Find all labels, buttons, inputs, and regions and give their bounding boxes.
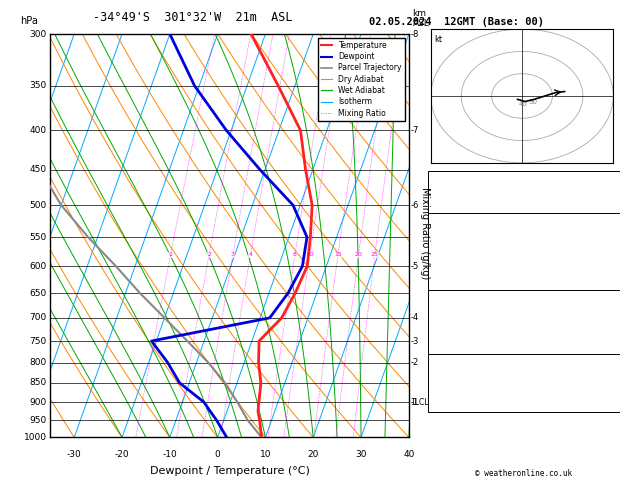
Text: 1: 1 bbox=[169, 252, 172, 258]
Text: 02.05.2024  12GMT (Base: 00): 02.05.2024 12GMT (Base: 00) bbox=[369, 17, 543, 27]
Text: -34°49'S  301°32'W  21m  ASL: -34°49'S 301°32'W 21m ASL bbox=[93, 11, 293, 24]
Text: -2: -2 bbox=[411, 358, 419, 367]
Text: K: K bbox=[437, 174, 443, 182]
Text: 17: 17 bbox=[599, 257, 610, 266]
Text: 0: 0 bbox=[604, 343, 610, 352]
Text: -7: -7 bbox=[411, 126, 419, 135]
Text: 31: 31 bbox=[599, 400, 610, 409]
Text: 300: 300 bbox=[30, 30, 47, 38]
Text: -1: -1 bbox=[411, 398, 419, 407]
Text: Mixing Ratio (g/kg): Mixing Ratio (g/kg) bbox=[420, 187, 430, 279]
Text: 30: 30 bbox=[355, 450, 367, 458]
Text: 700: 700 bbox=[30, 313, 47, 322]
Text: Temp (°C): Temp (°C) bbox=[437, 225, 486, 234]
Text: CAPE (J): CAPE (J) bbox=[437, 333, 481, 342]
Text: 0: 0 bbox=[604, 278, 610, 288]
Text: 950: 950 bbox=[30, 416, 47, 425]
Text: 3: 3 bbox=[231, 252, 235, 258]
Text: CAPE (J): CAPE (J) bbox=[437, 268, 481, 277]
Text: 0: 0 bbox=[604, 268, 610, 277]
Text: 900: 900 bbox=[30, 398, 47, 407]
Text: km
ASL: km ASL bbox=[413, 9, 430, 28]
Text: Surface: Surface bbox=[505, 216, 542, 225]
Text: 750: 750 bbox=[30, 336, 47, 346]
Text: 313°: 313° bbox=[589, 389, 610, 398]
Text: 20: 20 bbox=[355, 252, 362, 258]
Text: 450: 450 bbox=[30, 165, 47, 174]
Text: 2: 2 bbox=[207, 252, 211, 258]
Text: kt: kt bbox=[435, 35, 443, 44]
Text: 800: 800 bbox=[30, 358, 47, 367]
Text: -3: -3 bbox=[411, 336, 419, 346]
Text: 85: 85 bbox=[599, 378, 610, 386]
Text: Lifted Index: Lifted Index bbox=[437, 323, 502, 331]
Text: Hodograph: Hodograph bbox=[499, 357, 548, 365]
Text: CIN (J): CIN (J) bbox=[437, 278, 475, 288]
Text: -4: -4 bbox=[411, 313, 419, 322]
Text: θₑ (K): θₑ (K) bbox=[437, 312, 470, 321]
Text: -30: -30 bbox=[67, 450, 82, 458]
Text: 8: 8 bbox=[293, 252, 297, 258]
Text: 36: 36 bbox=[599, 187, 610, 196]
Text: 40: 40 bbox=[519, 101, 528, 107]
Bar bbox=[428, 213, 620, 290]
Bar bbox=[428, 290, 620, 354]
Text: 1.9: 1.9 bbox=[594, 236, 610, 245]
Text: Dewpoint / Temperature (°C): Dewpoint / Temperature (°C) bbox=[150, 466, 309, 476]
Text: θₑ(K): θₑ(K) bbox=[437, 246, 464, 256]
Text: 350: 350 bbox=[30, 81, 47, 90]
Text: 1000: 1000 bbox=[24, 433, 47, 442]
Text: 10: 10 bbox=[306, 252, 314, 258]
Text: Pressure (mb): Pressure (mb) bbox=[437, 302, 507, 311]
Text: 600: 600 bbox=[30, 262, 47, 271]
Text: -5: -5 bbox=[411, 262, 419, 271]
Text: CIN (J): CIN (J) bbox=[437, 343, 475, 352]
Text: -8: -8 bbox=[411, 30, 419, 38]
Text: 30: 30 bbox=[528, 99, 537, 105]
Text: 0: 0 bbox=[604, 333, 610, 342]
Text: -20: -20 bbox=[114, 450, 130, 458]
Text: Lifted Index: Lifted Index bbox=[437, 257, 502, 266]
Text: 550: 550 bbox=[30, 233, 47, 242]
Text: PW (cm): PW (cm) bbox=[437, 201, 475, 209]
Text: 10: 10 bbox=[599, 323, 610, 331]
Text: 500: 500 bbox=[30, 201, 47, 209]
Text: hPa: hPa bbox=[20, 16, 38, 26]
Text: EH: EH bbox=[437, 366, 448, 375]
Text: Most Unstable: Most Unstable bbox=[489, 293, 559, 301]
Text: StmSpd (kt): StmSpd (kt) bbox=[437, 400, 496, 409]
Text: -10: -10 bbox=[162, 450, 177, 458]
Text: 0: 0 bbox=[214, 450, 221, 458]
Bar bbox=[428, 171, 620, 213]
Text: 9.2: 9.2 bbox=[594, 225, 610, 234]
Text: StmDir: StmDir bbox=[437, 389, 470, 398]
Text: 1LCL: 1LCL bbox=[411, 398, 429, 407]
Text: 293: 293 bbox=[594, 246, 610, 256]
Text: 25: 25 bbox=[371, 252, 379, 258]
Text: 40: 40 bbox=[403, 450, 415, 458]
Text: 1.78: 1.78 bbox=[589, 201, 610, 209]
Text: SREH: SREH bbox=[437, 378, 459, 386]
Text: -6: -6 bbox=[411, 201, 419, 209]
Text: 400: 400 bbox=[30, 126, 47, 135]
Legend: Temperature, Dewpoint, Parcel Trajectory, Dry Adiabat, Wet Adiabat, Isotherm, Mi: Temperature, Dewpoint, Parcel Trajectory… bbox=[318, 38, 405, 121]
Text: 4: 4 bbox=[248, 252, 252, 258]
Text: 750: 750 bbox=[594, 302, 610, 311]
Text: Totals Totals: Totals Totals bbox=[437, 187, 507, 196]
Text: 10: 10 bbox=[260, 450, 271, 458]
Text: 18: 18 bbox=[599, 174, 610, 182]
Text: Dewp (°C): Dewp (°C) bbox=[437, 236, 486, 245]
Text: 114: 114 bbox=[594, 366, 610, 375]
Text: © weatheronline.co.uk: © weatheronline.co.uk bbox=[475, 469, 572, 478]
Bar bbox=[428, 354, 620, 412]
Text: 15: 15 bbox=[334, 252, 342, 258]
Text: 850: 850 bbox=[30, 379, 47, 387]
Text: 302: 302 bbox=[594, 312, 610, 321]
Text: 650: 650 bbox=[30, 289, 47, 297]
Text: 20: 20 bbox=[308, 450, 319, 458]
